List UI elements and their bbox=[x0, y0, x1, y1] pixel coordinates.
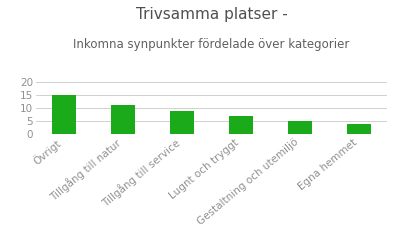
Bar bbox=[111, 105, 134, 134]
Bar bbox=[348, 124, 371, 134]
Bar bbox=[229, 116, 253, 134]
Bar bbox=[52, 95, 75, 134]
Text: Trivsamma platser -: Trivsamma platser - bbox=[136, 7, 287, 22]
Bar bbox=[170, 111, 194, 134]
Text: Inkomna synpunkter fördelade över kategorier: Inkomna synpunkter fördelade över katego… bbox=[73, 38, 350, 51]
Bar bbox=[288, 121, 312, 134]
